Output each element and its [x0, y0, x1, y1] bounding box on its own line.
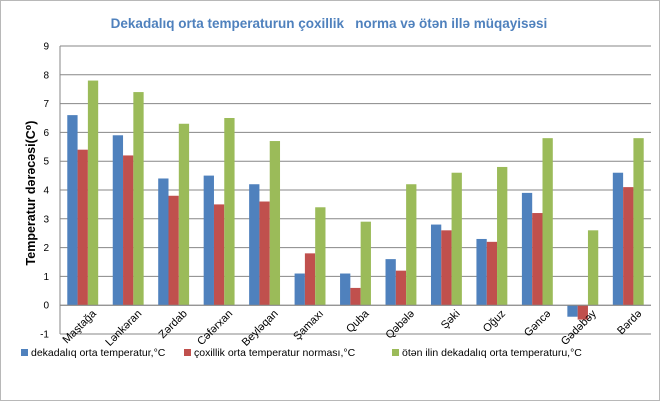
bar-series-1 [67, 115, 78, 306]
bar-series-3 [587, 230, 599, 306]
bar-series-2 [304, 253, 316, 306]
bar-series-1 [340, 273, 351, 306]
bar-series-2 [532, 213, 543, 306]
bar-series-2 [577, 305, 588, 320]
legend-swatch-2 [184, 349, 191, 356]
y-tick-label: 8 [43, 70, 49, 81]
bar-series-1 [203, 175, 214, 306]
y-tick-label: 3 [43, 214, 49, 225]
bar-series-1 [612, 172, 624, 306]
bar-series-2 [123, 155, 134, 306]
y-tick-label: 2 [43, 243, 49, 254]
bar-series-1 [112, 135, 124, 306]
x-tick-label: Şəki [439, 308, 463, 332]
y-tick-label: 0 [43, 301, 49, 312]
bar-series-3 [224, 118, 235, 306]
y-tick-labels: -1 0 1 2 3 4 5 6 7 8 9 [40, 42, 49, 341]
bar-series-1 [567, 305, 578, 317]
bar-series-3 [360, 221, 371, 306]
bar-series-2 [395, 270, 407, 306]
bar-series-1 [249, 184, 260, 306]
bar-series-2 [486, 241, 498, 306]
x-tick-label: Şamaxı [291, 308, 326, 343]
axis-layer [59, 46, 651, 334]
legend-swatch-1 [21, 349, 28, 356]
y-tick-label: 1 [43, 272, 49, 283]
bar-series-1 [476, 238, 487, 306]
x-tick-label: Beyləqan [240, 308, 281, 349]
x-tick-labels: Maştağa Lənkəran Zərdab Cəfərxan Beyləqan Şam… [61, 307, 645, 349]
bar-series-1 [430, 224, 442, 306]
x-tick-label: Cəfərxan [195, 308, 235, 348]
bar-series-2 [623, 187, 634, 306]
x-tick-label: Bərdə [615, 308, 644, 337]
bar-series-3 [451, 172, 462, 306]
bar-series-1 [294, 273, 305, 306]
bar-series-3 [269, 141, 281, 306]
bar-series-2 [213, 204, 225, 306]
y-tick-label: 9 [43, 42, 49, 53]
legend-swatch-3 [392, 349, 399, 356]
legend-label-1: dekadalıq orta temperatur,°C [31, 347, 166, 359]
bars-layer [67, 80, 644, 320]
y-tick-label: 4 [43, 186, 49, 197]
bar-series-1 [521, 192, 533, 306]
bar-series-2 [259, 201, 270, 306]
bar-series-3 [406, 184, 417, 306]
bar-series-2 [441, 230, 452, 306]
bar-series-1 [385, 259, 396, 306]
bar-series-3 [178, 123, 190, 306]
y-tick-label: -1 [40, 330, 49, 341]
bar-series-3 [633, 138, 644, 306]
x-tick-label: Qəbələ [384, 308, 418, 342]
legend-label-3: ötən ilin dekadalıq orta temperaturu,°C [402, 347, 582, 359]
bar-series-3 [87, 80, 99, 306]
x-tick-label: Quba [344, 307, 372, 335]
bar-series-2 [350, 287, 361, 306]
x-tick-label: Lənkəran [103, 308, 144, 349]
bar-series-3 [133, 92, 144, 306]
y-tick-label: 7 [43, 99, 49, 110]
bar-series-3 [315, 207, 326, 306]
legend-label-2: çoxillik orta temperatur norması,°C [194, 347, 356, 359]
x-tick-label: Zərdab [157, 308, 190, 341]
bar-series-3 [542, 138, 553, 306]
y-tick-label: 6 [43, 128, 49, 139]
chart-title: Dekadalıq orta temperaturun çoxillik nor… [111, 16, 548, 31]
y-axis-label: Temperatur dərəcəsi(C⁰) [24, 121, 38, 266]
x-tick-label: Oğuz [481, 308, 508, 335]
y-tick-label: 5 [43, 157, 49, 168]
x-tick-label: Maştağa [61, 307, 100, 346]
bar-series-2 [77, 149, 88, 306]
bar-series-1 [158, 178, 169, 306]
legend: dekadalıq orta temperatur,°C çoxillik ort… [21, 347, 582, 359]
bar-series-2 [168, 195, 179, 306]
bar-series-3 [497, 166, 508, 306]
x-tick-label: Gəncə [522, 308, 553, 339]
